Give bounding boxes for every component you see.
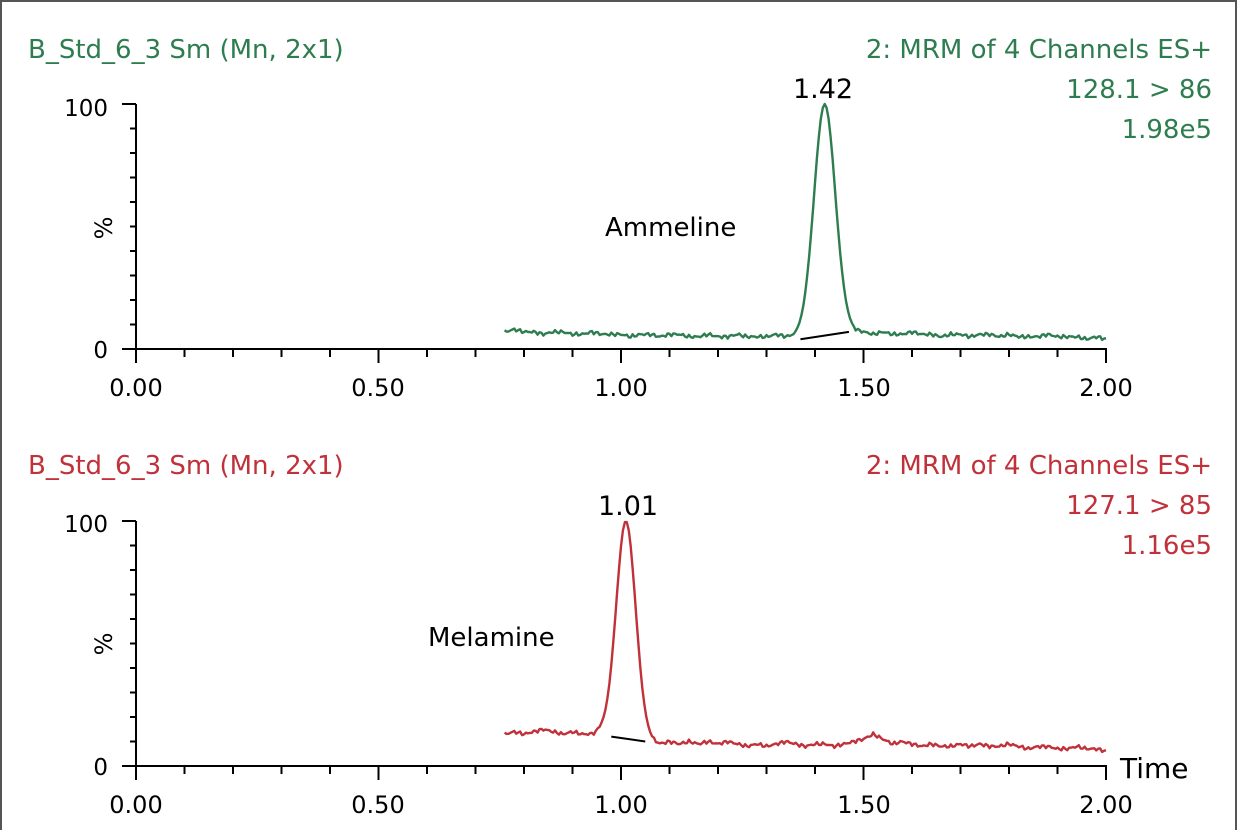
chromatogram-trace-melamine [503,520,1107,754]
panel-header-right-line-2: 127.1 > 85 [1066,491,1212,521]
x-tick-label-2: 1.00 [594,791,647,819]
x-tick-label-3: 1.50 [837,374,890,402]
panel-header-right-line-1: 2: MRM of 4 Channels ES+ [866,35,1212,65]
x-tick-label-0: 0.00 [109,791,162,819]
chromatogram-panel-melamine: B_Std_6_3 Sm (Mn, 2x1) 2: MRM of 4 Chann… [28,451,1212,819]
panel-header-left: B_Std_6_3 Sm (Mn, 2x1) [28,451,344,481]
peak-retention-time-label: 1.01 [598,491,658,522]
x-tick-label-0: 0.00 [109,374,162,402]
y-tick-label-1: 100 [64,96,108,122]
chromatogram-trace-ammeline [503,102,1107,342]
y-axis-label: % [90,633,118,656]
panel-header-right-line-1: 2: MRM of 4 Channels ES+ [866,451,1212,481]
y-axis-ticks [122,520,136,767]
peak-retention-time-label: 1.42 [793,74,853,105]
x-tick-label-4: 2.00 [1079,791,1132,819]
peak-annotation-label: Melamine [428,623,555,653]
x-tick-label-1: 0.50 [351,791,404,819]
y-tick-label-0: 0 [93,755,108,781]
panel-header-right-line-2: 128.1 > 86 [1066,75,1212,105]
peak-annotation-label: Ammeline [605,213,736,243]
panel-header-right-line-3: 1.16e5 [1122,531,1212,561]
x-axis-ticks [135,349,1107,363]
y-tick-label-1: 100 [64,512,108,538]
x-tick-label-1: 0.50 [351,374,404,402]
chromatogram-panel-ammeline: B_Std_6_3 Sm (Mn, 2x1) 2: MRM of 4 Chann… [28,35,1212,402]
y-tick-label-0: 0 [93,338,108,364]
panel-header-left: B_Std_6_3 Sm (Mn, 2x1) [28,35,344,65]
y-axis-ticks [122,103,136,350]
y-axis-label: % [90,217,118,240]
x-axis-ticks [135,766,1107,780]
x-tick-label-4: 2.00 [1079,374,1132,402]
panel-header-right-line-3: 1.98e5 [1122,115,1212,145]
peak-integration-baseline [611,735,646,743]
x-tick-label-2: 1.00 [594,374,647,402]
peak-integration-baseline [800,330,850,341]
x-axis-label: Time [1119,752,1189,785]
x-tick-label-3: 1.50 [837,791,890,819]
